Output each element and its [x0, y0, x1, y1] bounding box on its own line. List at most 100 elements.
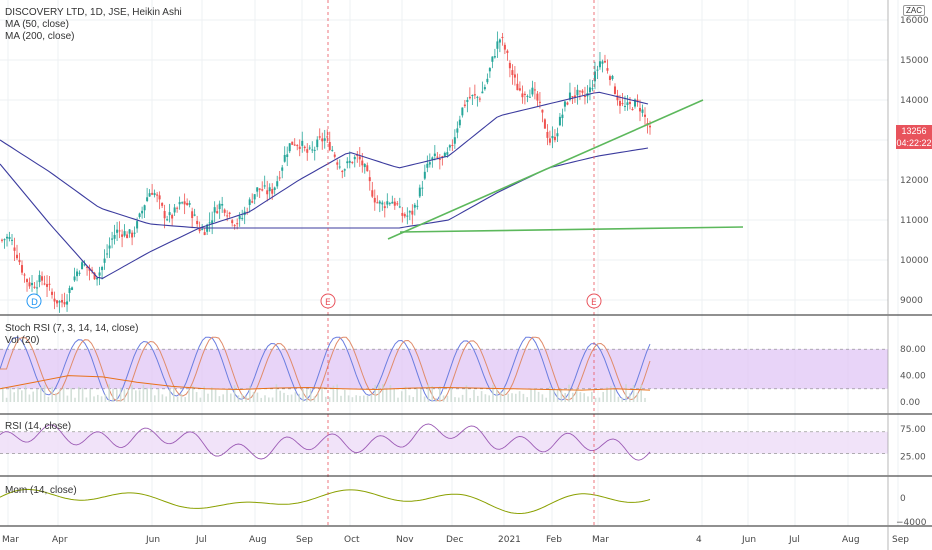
- volume-bar: [256, 392, 259, 402]
- volume-bar: [545, 397, 547, 402]
- candle-body: [418, 187, 421, 197]
- earnings-marker: [586, 293, 602, 309]
- time-tick-label: 2021: [498, 535, 521, 545]
- volume-bar: [78, 386, 80, 402]
- currency-badge[interactable]: ZAC: [903, 5, 925, 16]
- legend-symbol[interactable]: DISCOVERY LTD, 1D, JSE, Heikin Ashi: [5, 7, 182, 18]
- candle-body: [511, 70, 514, 76]
- candle-body: [28, 282, 31, 287]
- volume-bar: [211, 387, 213, 402]
- candle-body: [608, 76, 611, 81]
- volume-bar: [47, 396, 50, 402]
- candle-body: [273, 187, 276, 191]
- volume-bar: [252, 391, 255, 402]
- time-axis[interactable]: Mar Apr Jun Jul Aug Sep Oct Nov Dec 2021 Feb Mar 4 Ju…: [2, 535, 909, 545]
- candle-body: [266, 190, 269, 195]
- volume-bar: [541, 394, 544, 402]
- rsi-tick-label: 75.00: [900, 425, 926, 435]
- candle-body: [341, 170, 344, 173]
- volume-bar: [237, 395, 240, 402]
- volume-bar: [302, 389, 304, 402]
- candle-body: [36, 287, 39, 289]
- legend-volume[interactable]: Vol (20): [5, 335, 40, 346]
- stoch-tick-label: 80.00: [900, 345, 926, 355]
- candle-body: [483, 87, 486, 90]
- volume-bar: [36, 389, 38, 402]
- candle-body: [361, 160, 364, 166]
- time-tick-label: Oct: [344, 535, 360, 545]
- candle-body: [393, 201, 396, 206]
- candle-body: [26, 279, 29, 283]
- volume-bar: [366, 395, 369, 402]
- legend-stoch-rsi[interactable]: Stoch RSI (7, 3, 14, 14, close): [5, 323, 139, 334]
- legend-rsi-label[interactable]: RSI (14, close): [5, 421, 72, 432]
- volume-bar: [13, 392, 15, 402]
- candle-body: [391, 201, 394, 204]
- candle-body: [306, 149, 309, 153]
- volume-bar: [150, 384, 152, 402]
- candle-body: [116, 229, 119, 233]
- time-tick-label: Jun: [145, 535, 160, 545]
- candle-body: [348, 160, 351, 163]
- candle-body: [473, 94, 476, 96]
- rsi-line: [0, 423, 651, 461]
- price-candles[interactable]: [1, 31, 651, 313]
- candle-body: [186, 202, 189, 205]
- volume-bar: [579, 392, 582, 402]
- candle-body: [598, 61, 601, 68]
- volume-bar: [161, 394, 164, 402]
- candle-body: [649, 125, 651, 128]
- candle-body: [523, 93, 526, 95]
- volume-bar: [363, 395, 365, 402]
- legend-rsi: RSI (14, close): [5, 421, 71, 433]
- candle-body: [448, 145, 451, 148]
- volume-bar: [328, 397, 331, 402]
- stoch-tick-label: 40.00: [900, 372, 926, 382]
- candle-body: [456, 128, 459, 133]
- candle-body: [333, 154, 336, 157]
- volume-bar: [17, 386, 19, 402]
- candle-body: [571, 96, 574, 98]
- candle-body: [78, 272, 81, 274]
- candle-body: [293, 144, 296, 146]
- volume-bar: [344, 390, 346, 402]
- candle-body: [378, 201, 381, 204]
- candle-body: [358, 156, 361, 160]
- candle-body: [441, 156, 444, 158]
- volume-bar: [526, 397, 528, 402]
- candle-body: [63, 302, 66, 305]
- candle-body: [223, 209, 226, 213]
- candle-body: [83, 264, 86, 266]
- candle-body: [471, 95, 474, 97]
- volume-bar: [420, 388, 422, 402]
- legend-mom-label[interactable]: Mom (14, close): [5, 485, 77, 496]
- candle-body: [508, 62, 511, 69]
- volume-bar: [271, 397, 274, 402]
- candle-body: [426, 163, 429, 168]
- volume-bar: [625, 384, 627, 402]
- candle-body: [143, 205, 146, 211]
- candle-body: [163, 210, 166, 219]
- candle-body: [298, 146, 301, 149]
- candle-body: [531, 87, 534, 95]
- candle-body: [503, 44, 506, 50]
- candle-body: [183, 201, 186, 205]
- candle-body: [536, 93, 539, 101]
- candle-body: [258, 188, 261, 190]
- volume-bar: [515, 393, 517, 402]
- volume-bar: [461, 394, 464, 402]
- volume-bar: [393, 388, 395, 402]
- candle-body: [431, 157, 434, 160]
- legend-ma50[interactable]: MA (50, close): [5, 19, 69, 30]
- price-axis[interactable]: 1600015000140001300012000110001000090008…: [896, 16, 929, 528]
- candle-body: [476, 96, 479, 98]
- volume-bar: [454, 397, 456, 402]
- volume-bar: [374, 384, 376, 402]
- legend-ma200[interactable]: MA (200, close): [5, 31, 75, 42]
- volume-bar: [560, 388, 563, 402]
- volume-bar: [610, 385, 612, 402]
- candle-body: [56, 300, 59, 304]
